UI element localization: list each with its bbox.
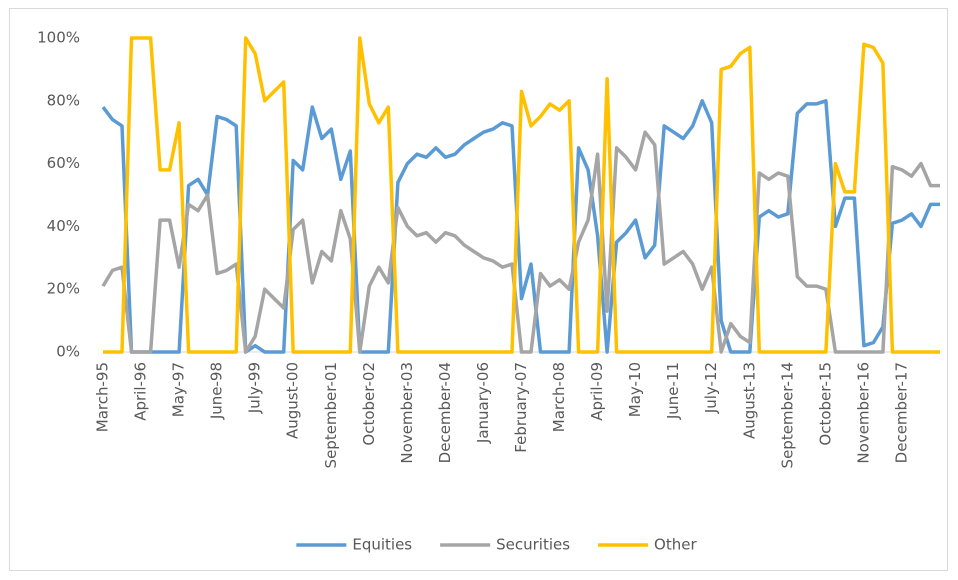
y-tick-label: 100%: [37, 29, 80, 47]
x-tick-label: December-04: [436, 362, 454, 463]
x-tick-label: April-96: [132, 362, 150, 421]
x-tick-label: April-09: [588, 362, 606, 421]
x-tick-label: January-06: [474, 362, 492, 444]
x-tick-label: December-17: [892, 362, 910, 463]
series-line: [101, 130, 940, 354]
x-tick-label: May-10: [626, 362, 644, 417]
x-tick-label: June-98: [208, 362, 226, 420]
series-line: [101, 99, 940, 354]
x-tick-label: September-01: [322, 362, 340, 468]
y-tick-label: 80%: [47, 91, 80, 109]
x-tick-label: November-03: [398, 362, 416, 464]
legend-label: Equities: [352, 536, 412, 554]
legend-label: Other: [654, 536, 697, 554]
x-tick-label: August-00: [284, 362, 302, 439]
x-tick-label: October-02: [360, 362, 378, 446]
x-tick-label: February-07: [512, 362, 530, 453]
x-tick-label: March-08: [550, 362, 568, 432]
x-tick-label: October-15: [816, 362, 834, 446]
x-tick-label: July-99: [246, 362, 264, 414]
x-tick-label: June-11: [664, 362, 682, 420]
chart-frame: [9, 8, 948, 571]
y-tick-label: 60%: [47, 154, 80, 172]
legend: Equities Securities Other: [296, 536, 697, 554]
x-tick-label: July-12: [702, 362, 720, 414]
x-tick-label: November-16: [854, 362, 872, 464]
series-line: [103, 36, 940, 354]
y-tick-label: 20%: [47, 280, 80, 298]
x-tick-label: May-97: [170, 362, 188, 417]
y-tick-label: 40%: [47, 217, 80, 235]
legend-label: Securities: [496, 536, 570, 554]
x-tick-label: August-13: [740, 362, 758, 439]
y-tick-label: 0%: [56, 343, 80, 361]
x-tick-label: September-14: [778, 362, 796, 468]
x-tick-label: March-95: [94, 362, 112, 432]
